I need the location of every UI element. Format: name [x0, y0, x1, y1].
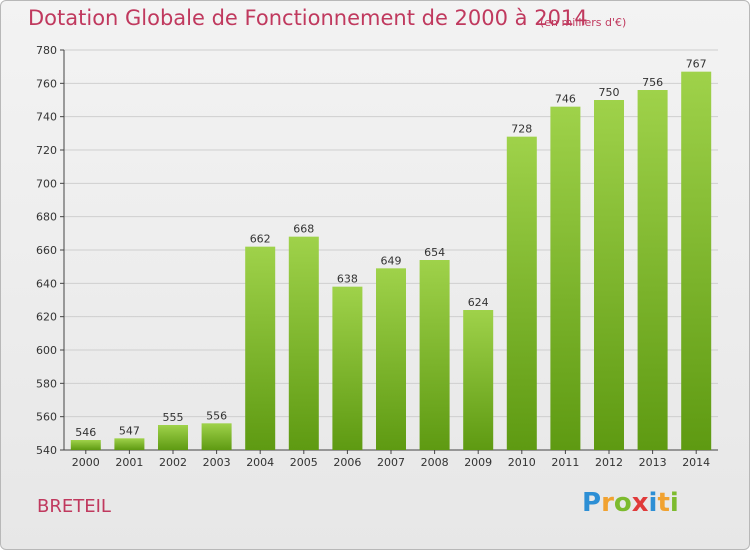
- y-tick-label: 560: [36, 411, 57, 424]
- bar-value-label: 654: [424, 246, 445, 259]
- x-tick-label: 2007: [377, 456, 405, 469]
- bar-value-label: 767: [686, 58, 707, 71]
- bar-value-label: 547: [119, 424, 140, 437]
- x-tick-label: 2012: [595, 456, 623, 469]
- x-tick-label: 2001: [115, 456, 143, 469]
- y-tick-label: 760: [36, 77, 57, 90]
- bar: [201, 423, 232, 450]
- bar-value-label: 555: [163, 411, 184, 424]
- chart-title: Dotation Globale de Fonctionnement de 20…: [28, 6, 588, 30]
- chart-subtitle: (en milliers d'€): [540, 16, 627, 29]
- y-tick-label: 580: [36, 377, 57, 390]
- bar: [376, 268, 406, 450]
- x-tick-label: 2002: [159, 456, 187, 469]
- bar: [332, 286, 363, 450]
- y-tick-label: 700: [36, 177, 57, 190]
- bar: [288, 236, 319, 450]
- bar: [550, 106, 581, 451]
- bar-value-label: 556: [206, 409, 227, 422]
- y-tick-label: 640: [36, 277, 57, 290]
- bars: [70, 71, 712, 451]
- bar-value-label: 662: [250, 233, 271, 246]
- bar-value-label: 649: [381, 254, 402, 267]
- y-tick-label: 720: [36, 144, 57, 157]
- x-tick-label: 2008: [421, 456, 449, 469]
- bar-value-label: 638: [337, 273, 358, 286]
- bar-value-label: 624: [468, 296, 489, 309]
- bar: [114, 438, 145, 450]
- bar-value-label: 756: [642, 76, 663, 89]
- x-tick-label: 2013: [639, 456, 667, 469]
- proxiti-logo[interactable]: Proxiti: [582, 488, 679, 518]
- y-tick-label: 680: [36, 211, 57, 224]
- x-tick-label: 2004: [246, 456, 274, 469]
- y-tick-label: 740: [36, 111, 57, 124]
- y-tick-label: 660: [36, 244, 57, 257]
- bar: [158, 425, 188, 450]
- bar: [594, 100, 624, 450]
- bar-value-label: 746: [555, 93, 576, 106]
- bar: [681, 71, 712, 451]
- bar-value-label: 750: [599, 86, 620, 99]
- bar: [506, 136, 537, 450]
- bar: [70, 440, 101, 450]
- bar-value-label: 728: [511, 123, 532, 136]
- bar: [637, 90, 668, 450]
- x-tick-label: 2000: [72, 456, 100, 469]
- y-tick-label: 620: [36, 311, 57, 324]
- x-tick-label: 2011: [551, 456, 579, 469]
- bar: [245, 246, 276, 450]
- bar: [419, 260, 450, 450]
- y-tick-label: 600: [36, 344, 57, 357]
- x-tick-label: 2009: [464, 456, 492, 469]
- x-tick-label: 2014: [682, 456, 710, 469]
- x-tick-label: 2003: [203, 456, 231, 469]
- x-tick-label: 2006: [333, 456, 361, 469]
- y-tick-label: 780: [36, 44, 57, 57]
- bar-value-label: 668: [293, 223, 314, 236]
- place-name: BRETEIL: [37, 496, 111, 517]
- bar-value-label: 546: [75, 426, 96, 439]
- bar: [463, 310, 494, 450]
- labels: 540 560 580 600 620 640 660 680 700 720 740 760 780 5…: [36, 44, 710, 469]
- x-tick-label: 2010: [508, 456, 536, 469]
- y-tick-label: 540: [36, 444, 57, 457]
- x-tick-label: 2005: [290, 456, 318, 469]
